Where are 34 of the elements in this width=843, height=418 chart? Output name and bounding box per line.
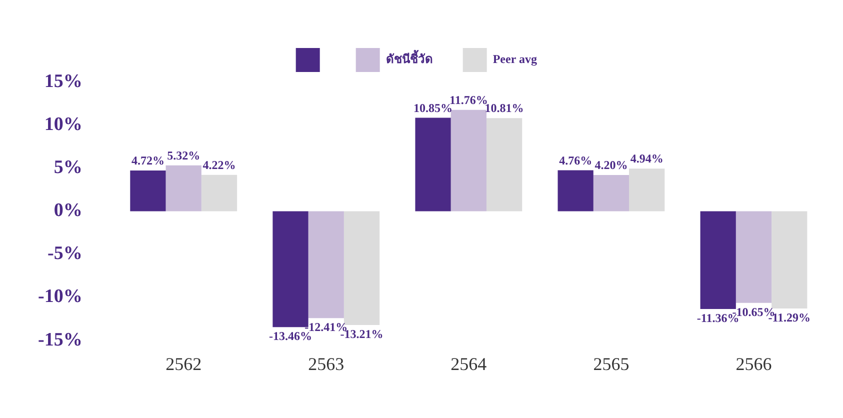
data-label: 4.72%: [131, 154, 164, 168]
x-tick-label: 2566: [736, 354, 772, 374]
bar: [558, 170, 594, 212]
bar: [308, 211, 344, 318]
x-tick-label: 2565: [593, 354, 630, 374]
x-tick-label: 2563: [308, 354, 344, 374]
bar: [450, 110, 486, 212]
y-tick-label: 5%: [54, 157, 82, 178]
bar: [201, 174, 238, 212]
y-tick-label: -10%: [38, 286, 82, 308]
legend-label: Peer avg: [492, 52, 537, 66]
y-tick-label: 15%: [44, 70, 82, 92]
bar: [593, 175, 630, 212]
data-label: 4.94%: [630, 152, 664, 166]
x-tick-label: 2562: [166, 354, 202, 374]
bar: [486, 118, 522, 212]
legend-label: ดัชนีชี้วัด: [386, 49, 433, 66]
bar: [736, 211, 772, 303]
y-tick-label: -15%: [38, 329, 82, 350]
data-label: 4.20%: [594, 158, 628, 172]
data-label: 5.32%: [167, 148, 200, 162]
bar: [415, 118, 451, 212]
bar: [629, 168, 665, 212]
x-tick-label: 2564: [450, 354, 487, 374]
bar: [772, 211, 808, 308]
bar: [344, 211, 380, 325]
bar: [130, 170, 166, 212]
y-tick-label: 0%: [54, 200, 82, 222]
data-label: 4.22%: [202, 158, 236, 172]
bar: [166, 165, 202, 212]
bar: [700, 211, 736, 310]
y-tick-label: 10%: [44, 114, 82, 135]
y-tick-label: -5%: [48, 243, 82, 264]
data-label: 4.76%: [559, 153, 592, 168]
